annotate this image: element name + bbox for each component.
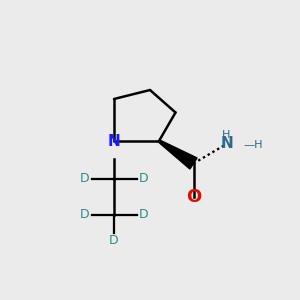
Text: D: D bbox=[109, 233, 119, 247]
Text: H: H bbox=[222, 130, 231, 140]
Polygon shape bbox=[158, 140, 197, 169]
Text: D: D bbox=[80, 172, 90, 185]
Text: —H: —H bbox=[243, 140, 262, 151]
Text: D: D bbox=[138, 208, 148, 221]
Text: N: N bbox=[108, 134, 120, 148]
Text: D: D bbox=[80, 208, 90, 221]
Text: D: D bbox=[138, 172, 148, 185]
Text: N: N bbox=[220, 136, 233, 152]
Text: O: O bbox=[186, 188, 201, 206]
